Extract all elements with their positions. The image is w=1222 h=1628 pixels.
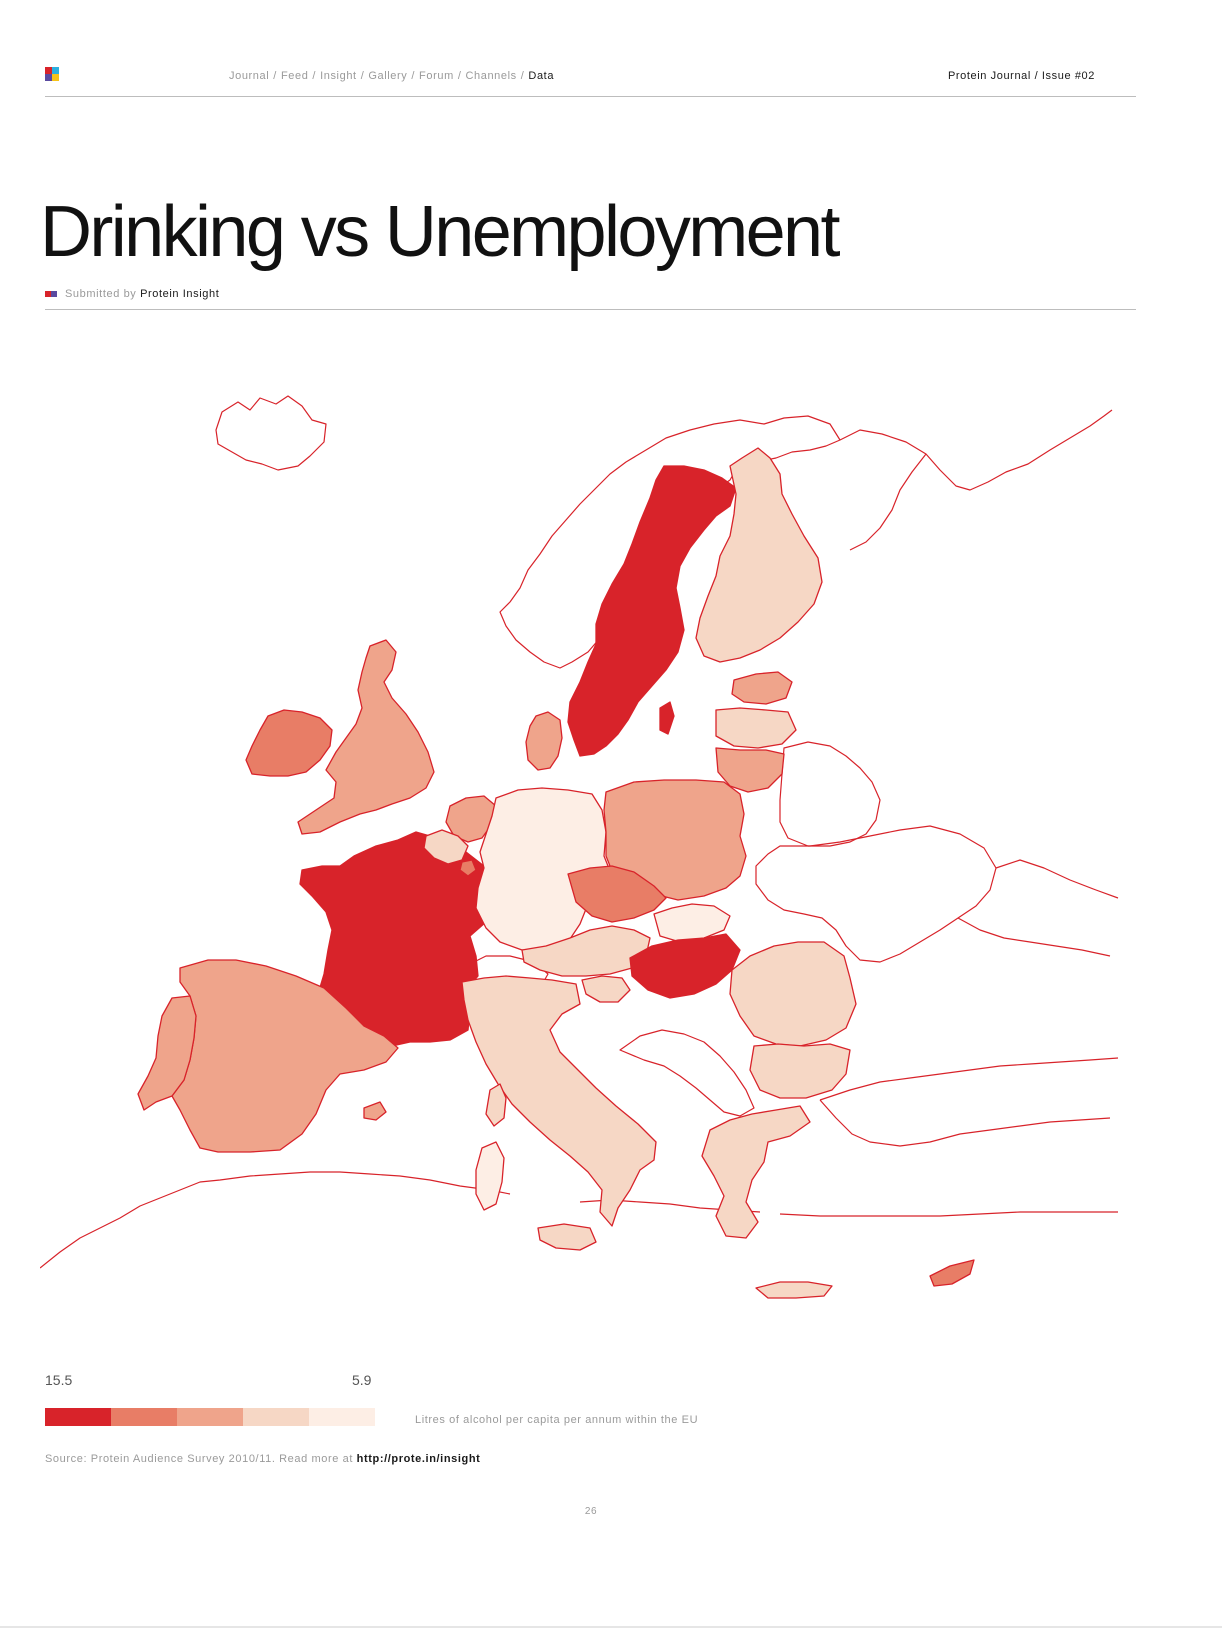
country-poland	[603, 779, 747, 901]
nav-gallery[interactable]: Gallery	[368, 70, 408, 82]
nav-insight[interactable]: Insight	[320, 70, 357, 82]
country-czech-republic	[567, 865, 667, 923]
country-bulgaria	[749, 1043, 851, 1099]
legend-swatch	[45, 1408, 111, 1426]
nav-journal[interactable]: Journal	[229, 70, 270, 82]
country-denmark	[525, 711, 563, 771]
issue-label[interactable]: Protein Journal / Issue #02	[947, 70, 1095, 82]
country-sardinia	[475, 1141, 505, 1211]
russia-north-outline	[839, 409, 1113, 551]
page-title: Drinking vs Unemployment	[40, 192, 841, 272]
country-gotland	[659, 701, 675, 735]
country-sicily	[537, 1223, 597, 1251]
belarus-outline	[779, 741, 881, 847]
breadcrumb-nav: Journal / Feed / Insight / Gallery / Forum / Chann…	[229, 70, 554, 82]
source-text: Source: Protein Audience Survey 2010/11.…	[45, 1453, 353, 1465]
country-slovakia	[653, 903, 731, 943]
country-crete	[755, 1281, 833, 1299]
byline-prefix: Submitted by	[65, 288, 137, 300]
nav-separator: /	[312, 70, 317, 82]
country-united-kingdom	[297, 639, 435, 835]
europe-choropleth-map	[40, 395, 1119, 1299]
legend-min-label: 5.9	[352, 1372, 372, 1388]
country-mallorca	[363, 1101, 387, 1121]
country-slovenia	[581, 975, 631, 1003]
nav-data[interactable]: Data	[528, 70, 555, 82]
nav-separator: /	[411, 70, 416, 82]
nav-forum[interactable]: Forum	[419, 70, 454, 82]
north-africa-coast	[40, 1171, 1118, 1269]
legend-swatch	[309, 1408, 375, 1426]
balkans-outline	[619, 1029, 755, 1117]
country-greece	[701, 1105, 811, 1239]
legend-swatch	[243, 1408, 309, 1426]
russia-south-outline	[957, 859, 1119, 957]
legend-swatch	[177, 1408, 243, 1426]
protein-logo-icon[interactable]	[45, 67, 59, 81]
header-divider	[45, 96, 1136, 97]
legend-swatch	[111, 1408, 177, 1426]
page-bottom-edge	[0, 1626, 1222, 1628]
byline-author-link[interactable]: Protein Insight	[140, 288, 220, 300]
nav-feed[interactable]: Feed	[280, 70, 309, 82]
nav-separator: /	[520, 70, 525, 82]
title-divider	[45, 309, 1136, 310]
nav-separator: /	[273, 70, 277, 82]
legend-max-label: 15.5	[45, 1372, 73, 1388]
country-finland	[695, 447, 823, 663]
country-lithuania	[715, 747, 785, 793]
nav-separator: /	[360, 70, 365, 82]
page-number: 26	[584, 1506, 598, 1517]
legend-caption: Litres of alcohol per capita per annum w…	[415, 1414, 699, 1426]
legend-color-scale	[45, 1408, 375, 1426]
ukraine-outline	[755, 825, 997, 963]
country-luxembourg	[459, 859, 477, 877]
country-sweden	[567, 465, 737, 757]
country-corsica	[485, 1083, 507, 1127]
country-ireland	[245, 709, 333, 777]
byline-swatch-icon	[45, 291, 57, 298]
turkey-outline	[819, 1057, 1119, 1147]
source-link[interactable]: http://prote.in/insight	[356, 1453, 481, 1465]
country-belgium	[423, 829, 469, 865]
country-cyprus	[929, 1259, 975, 1287]
nav-channels[interactable]: Channels	[465, 70, 517, 82]
source-note: Source: Protein Audience Survey 2010/11.…	[45, 1453, 480, 1465]
iceland-outline	[215, 395, 327, 471]
byline: Submitted by Protein Insight	[45, 288, 219, 300]
country-romania	[729, 941, 857, 1047]
country-estonia	[731, 671, 793, 705]
country-germany	[475, 787, 613, 951]
country-portugal	[137, 995, 197, 1111]
country-latvia	[715, 707, 797, 749]
nav-separator: /	[457, 70, 462, 82]
